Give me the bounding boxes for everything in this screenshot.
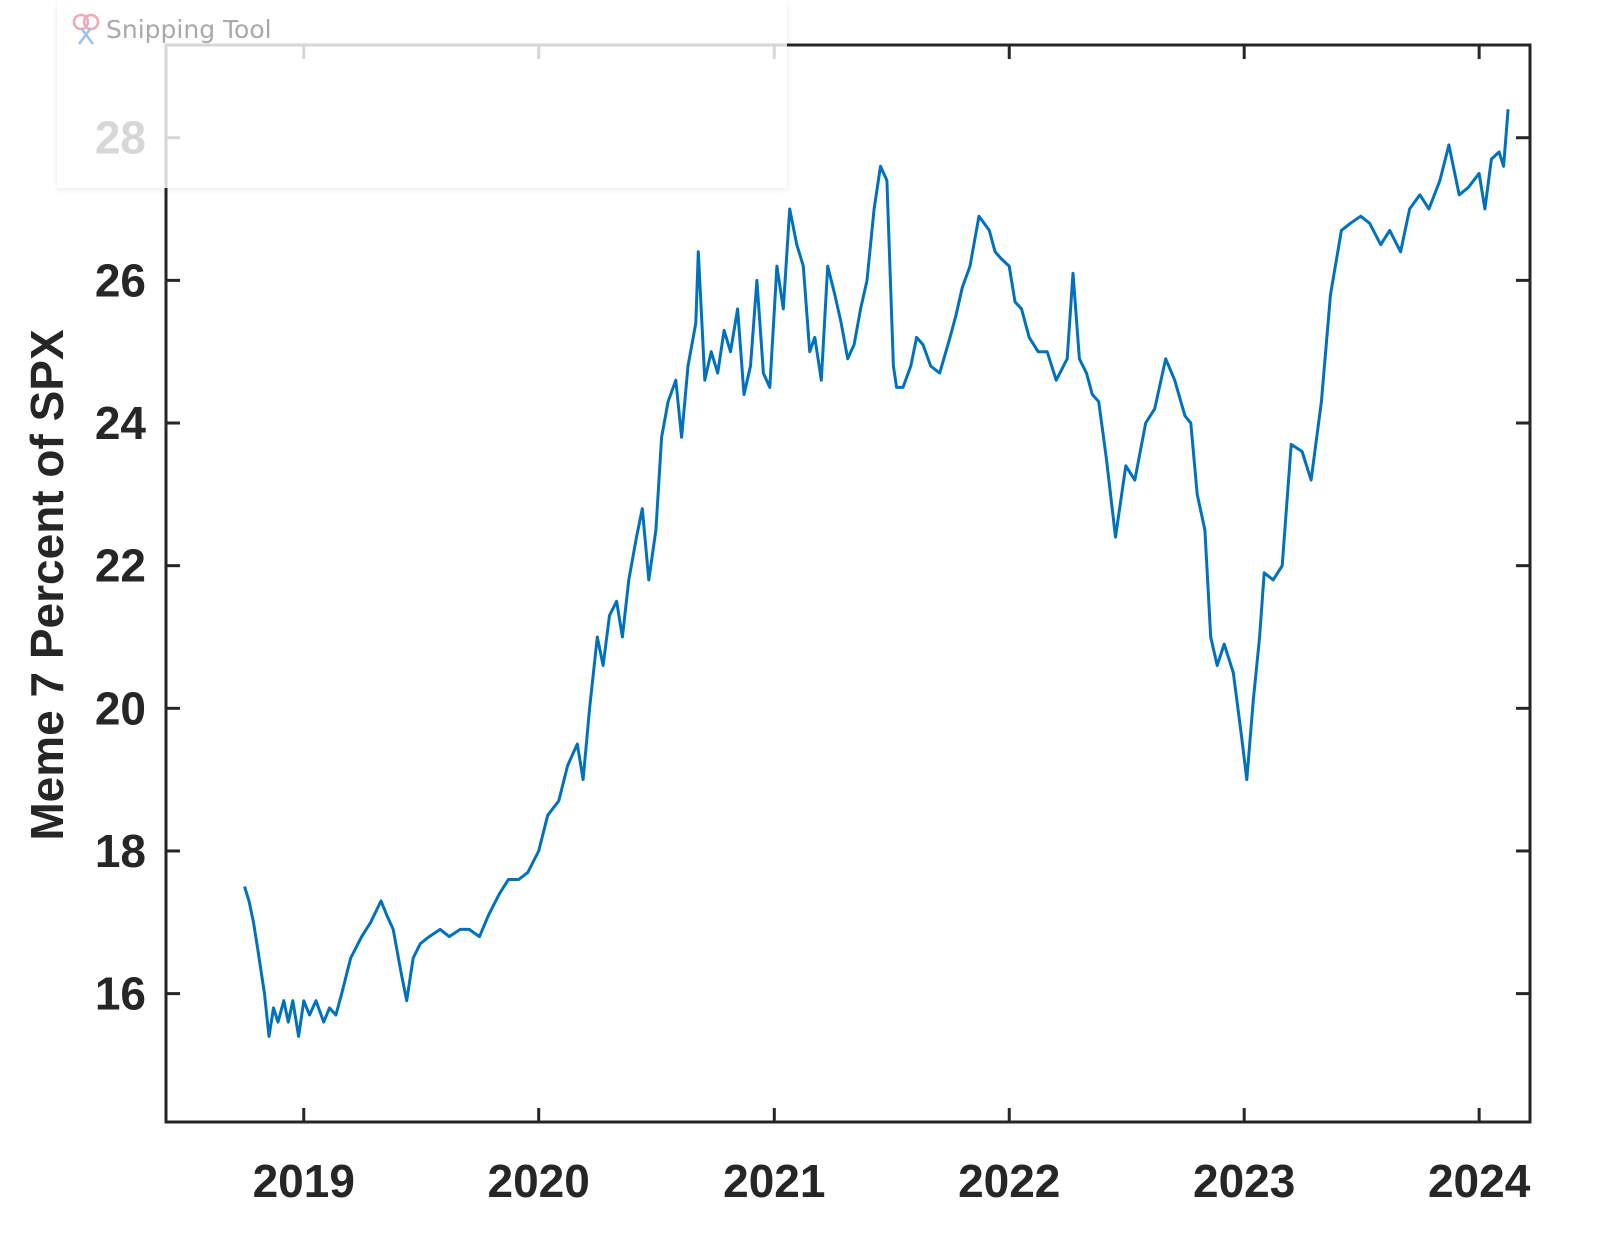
y-tick-label: 16	[95, 968, 146, 1020]
x-tick-label: 2023	[1193, 1155, 1295, 1207]
x-axis: 2019 2020 2021 2022 2023 2024	[253, 45, 1531, 1207]
x-tick-label: 2021	[723, 1155, 825, 1207]
y-tick-label: 22	[95, 540, 146, 592]
y-tick-label: 18	[95, 825, 146, 877]
window-title: Snipping Tool	[106, 14, 272, 44]
y-tick-label: 20	[95, 682, 146, 734]
x-tick-label: 2019	[253, 1155, 355, 1207]
snipping-tool-window[interactable]: Snipping Tool	[57, 0, 787, 188]
snipping-tool-icon	[72, 13, 100, 45]
x-tick-label: 2024	[1428, 1155, 1531, 1207]
x-tick-label: 2022	[958, 1155, 1060, 1207]
y-tick-label: 24	[95, 397, 147, 449]
y-tick-label: 26	[95, 254, 146, 306]
plot-area	[164, 43, 1532, 1124]
y-axis-title: Meme 7 Percent of SPX	[21, 329, 73, 841]
snipping-tool-titlebar[interactable]: Snipping Tool	[71, 12, 272, 46]
series-line	[243, 109, 1510, 1038]
x-tick-label: 2020	[488, 1155, 590, 1207]
